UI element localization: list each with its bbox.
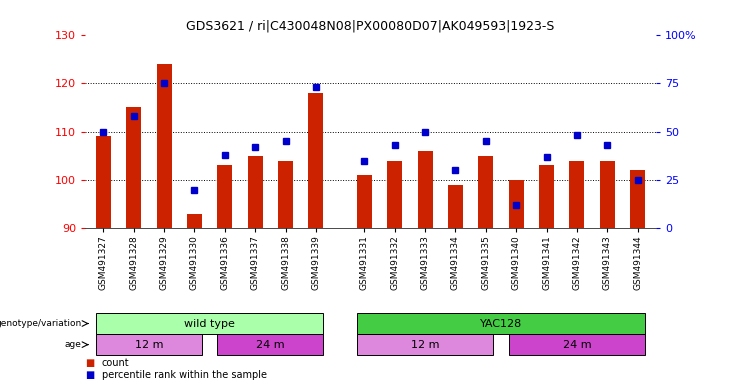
Title: GDS3621 / ri|C430048N08|PX00080D07|AK049593|1923-S: GDS3621 / ri|C430048N08|PX00080D07|AK049… bbox=[186, 19, 555, 32]
Text: age: age bbox=[64, 340, 82, 349]
Bar bbox=[417, 151, 433, 228]
Bar bbox=[599, 161, 615, 228]
Text: percentile rank within the sample: percentile rank within the sample bbox=[102, 370, 267, 380]
Text: ■: ■ bbox=[85, 358, 94, 368]
Text: wild type: wild type bbox=[185, 318, 235, 329]
Bar bbox=[217, 166, 233, 228]
Bar bbox=[278, 161, 293, 228]
Bar bbox=[187, 214, 202, 228]
Bar bbox=[388, 161, 402, 228]
Bar bbox=[156, 64, 172, 228]
Bar bbox=[308, 93, 324, 228]
Bar bbox=[247, 156, 263, 228]
Bar bbox=[569, 161, 585, 228]
Bar bbox=[357, 175, 372, 228]
Bar bbox=[630, 170, 645, 228]
Text: 12 m: 12 m bbox=[411, 339, 439, 350]
Text: YAC128: YAC128 bbox=[480, 318, 522, 329]
Text: 12 m: 12 m bbox=[135, 339, 163, 350]
Bar bbox=[478, 156, 494, 228]
Bar bbox=[448, 185, 463, 228]
Bar bbox=[126, 107, 142, 228]
Text: 24 m: 24 m bbox=[562, 339, 591, 350]
Text: genotype/variation: genotype/variation bbox=[0, 319, 82, 328]
Text: count: count bbox=[102, 358, 129, 368]
Text: 24 m: 24 m bbox=[256, 339, 285, 350]
Text: ■: ■ bbox=[85, 370, 94, 380]
Bar bbox=[96, 136, 111, 228]
Bar bbox=[508, 180, 524, 228]
Bar bbox=[539, 166, 554, 228]
